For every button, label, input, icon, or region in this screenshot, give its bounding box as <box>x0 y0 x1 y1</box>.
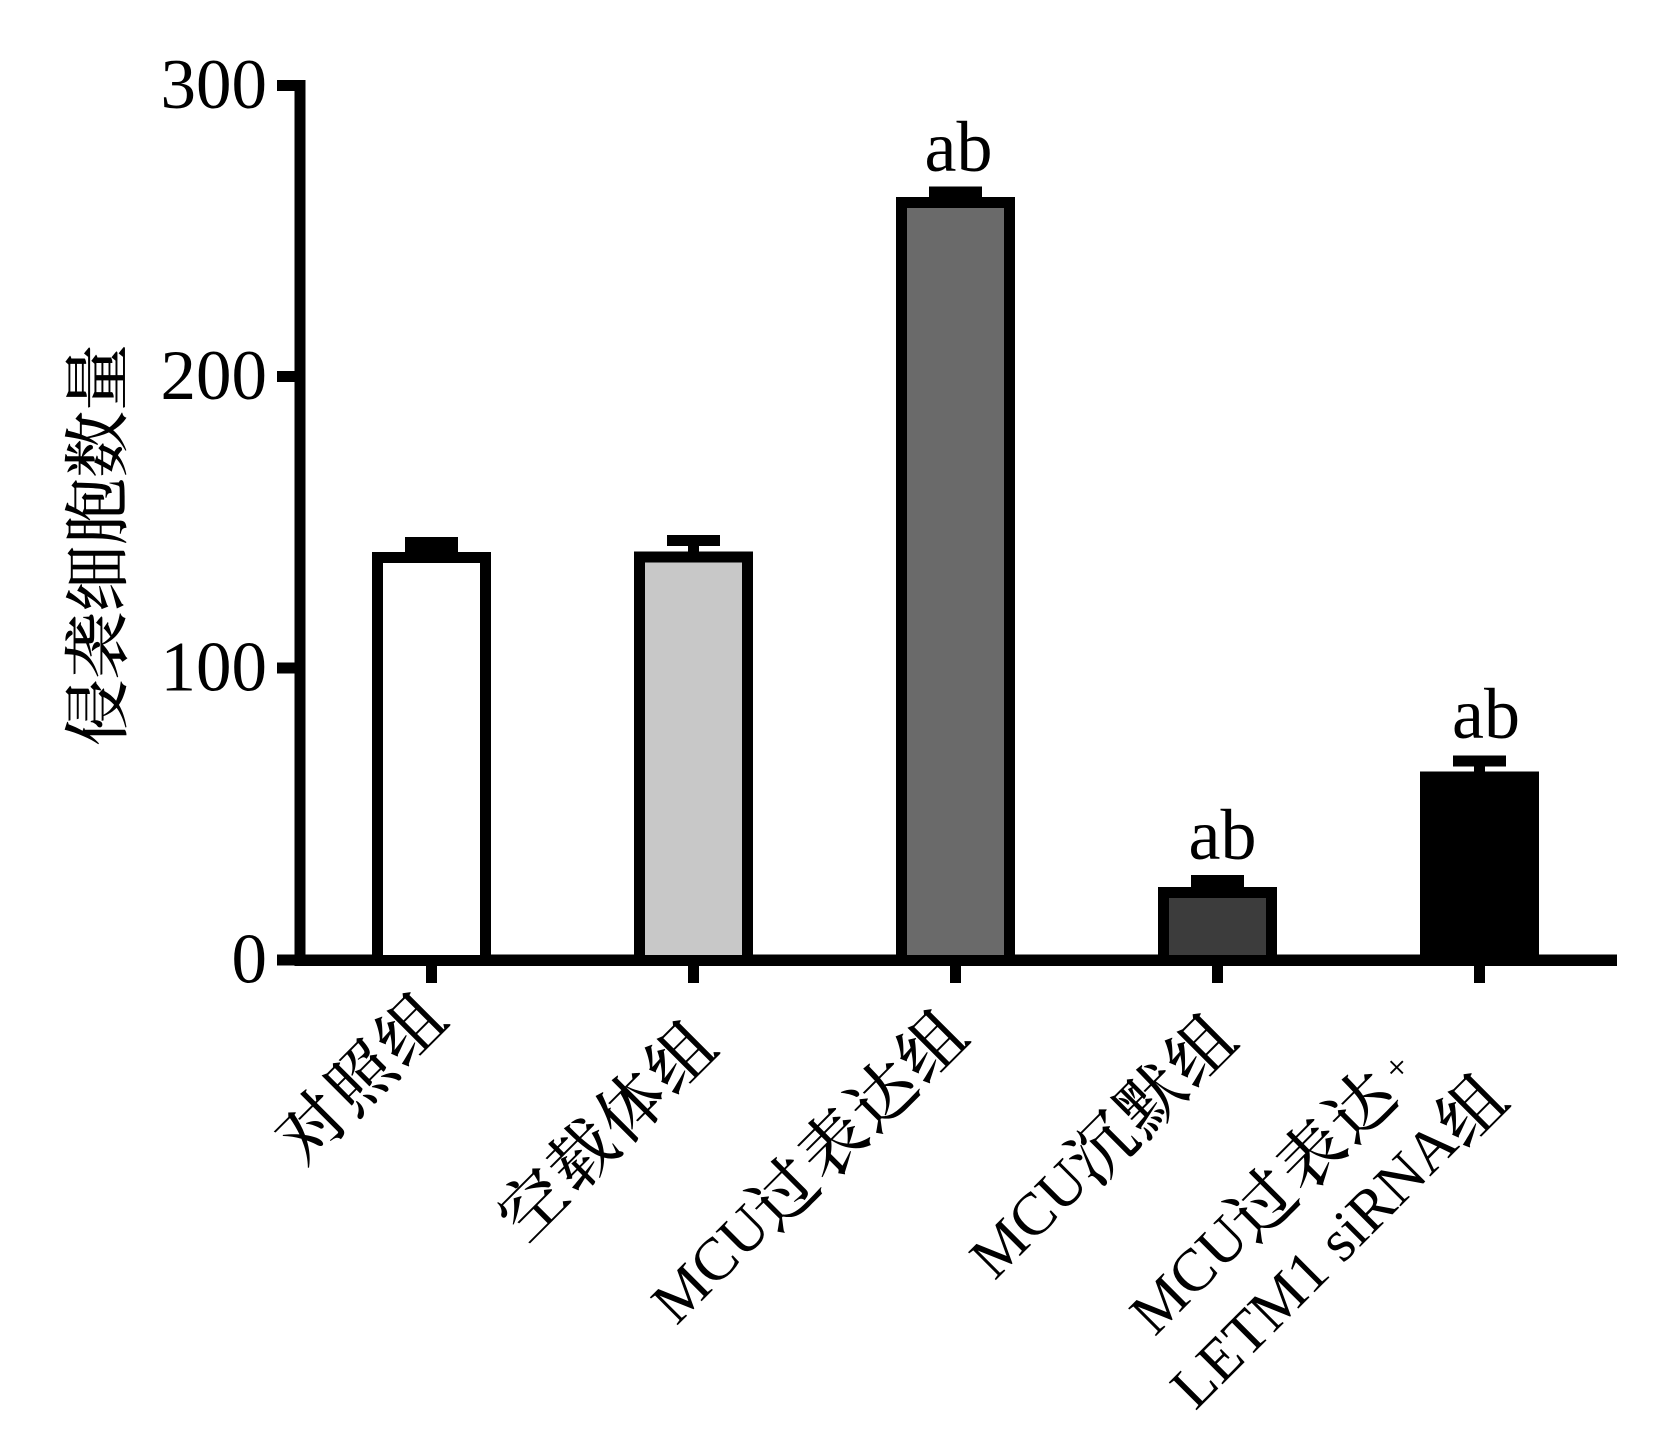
svg-text:ab: ab <box>1189 795 1257 875</box>
svg-text:ab: ab <box>925 107 993 187</box>
svg-text:300: 300 <box>161 46 268 124</box>
svg-text:200: 200 <box>161 337 268 415</box>
svg-text:ab: ab <box>1452 674 1520 754</box>
svg-text:100: 100 <box>161 629 268 707</box>
svg-text:0: 0 <box>232 921 268 999</box>
